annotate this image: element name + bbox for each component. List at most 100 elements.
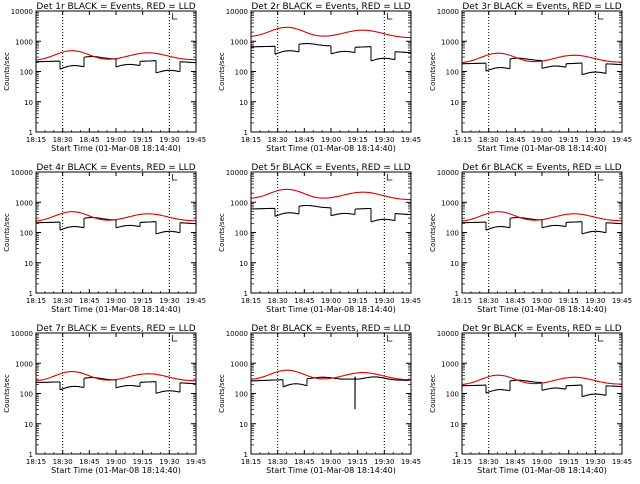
x-tick-label: 18:45	[294, 136, 314, 144]
events-series-line	[275, 213, 299, 217]
y-tick-label: 100	[235, 391, 248, 399]
marker-label-glyph	[172, 13, 177, 19]
panel-det-4r: Det 4r BLACK = Events, RED = LLDCounts/s…	[3, 163, 206, 314]
y-tick-label: 100	[20, 69, 33, 77]
y-tick-label: 1000	[230, 360, 248, 368]
y-tick-label: 10000	[11, 8, 33, 16]
events-series-line	[371, 219, 395, 222]
x-tick-label: 19:15	[348, 458, 368, 466]
x-tick-label: 18:30	[268, 458, 288, 466]
x-axis-label: Start Time (01-Mar-08 18:14:40)	[266, 466, 396, 475]
lld-series-line	[36, 51, 196, 60]
x-tick-label: 19:45	[186, 458, 206, 466]
events-series-line	[331, 51, 355, 53]
events-series-line	[60, 66, 84, 70]
y-tick-label: 1000	[15, 360, 33, 368]
plot-frame	[462, 11, 622, 132]
y-tick-label: 10	[239, 260, 248, 268]
x-tick-label: 19:30	[159, 458, 179, 466]
x-tick-label: 18:45	[505, 458, 525, 466]
x-tick-label: 19:30	[159, 136, 179, 144]
y-tick-label: 10000	[437, 8, 459, 16]
x-tick-label: 18:15	[452, 458, 472, 466]
events-series-line	[180, 223, 196, 224]
x-tick-label: 18:15	[241, 297, 261, 305]
events-series-line	[60, 227, 84, 231]
x-tick-label: 19:45	[401, 297, 421, 305]
x-tick-label: 18:30	[268, 136, 288, 144]
x-tick-label: 19:00	[321, 458, 341, 466]
y-tick-label: 10000	[11, 330, 33, 338]
lld-series-line	[462, 212, 622, 221]
events-series-line	[140, 222, 156, 223]
y-tick-label: 1000	[15, 199, 33, 207]
panel-det-8r: Det 8r BLACK = Events, RED = LLDCounts/s…	[218, 324, 421, 475]
plot-frame	[462, 172, 622, 293]
y-tick-label: 1000	[230, 199, 248, 207]
events-series-line	[395, 214, 411, 215]
marker-label-glyph	[598, 335, 603, 341]
x-tick-label: 18:45	[505, 136, 525, 144]
x-tick-label: 19:30	[374, 458, 394, 466]
y-tick-label: 100	[235, 230, 248, 238]
y-tick-label: 10	[239, 421, 248, 429]
x-tick-label: 19:00	[532, 297, 552, 305]
x-tick-label: 18:15	[452, 297, 472, 305]
y-tick-label: 1000	[441, 38, 459, 46]
lld-series-line	[462, 375, 622, 384]
events-series-line	[251, 46, 275, 47]
y-tick-label: 10	[24, 260, 33, 268]
events-series-line	[116, 225, 140, 227]
panel-det-3r: Det 3r BLACK = Events, RED = LLDCounts/s…	[429, 2, 632, 153]
x-tick-label: 19:45	[612, 136, 632, 144]
events-series-line	[606, 386, 622, 387]
x-tick-label: 18:15	[241, 136, 261, 144]
marker-label-glyph	[387, 174, 392, 180]
x-tick-label: 19:45	[186, 297, 206, 305]
lld-series-line	[251, 189, 411, 199]
events-series-line	[355, 208, 371, 209]
x-tick-label: 19:15	[133, 297, 153, 305]
y-tick-label: 1000	[441, 199, 459, 207]
x-tick-label: 19:45	[186, 136, 206, 144]
x-tick-label: 19:00	[106, 136, 126, 144]
events-series-line	[156, 231, 180, 234]
x-tick-label: 18:30	[479, 136, 499, 144]
y-axis-label: Counts/sec	[429, 213, 437, 252]
panel-det-5r: Det 5r BLACK = Events, RED = LLDCounts/s…	[218, 163, 421, 314]
y-tick-label: 1000	[230, 38, 248, 46]
y-tick-label: 10000	[226, 8, 248, 16]
x-tick-label: 19:00	[106, 458, 126, 466]
lld-series-line	[462, 53, 622, 62]
events-series-line	[180, 62, 196, 63]
x-tick-label: 18:15	[452, 136, 472, 144]
events-series-line	[542, 66, 566, 68]
y-tick-label: 10000	[226, 169, 248, 177]
events-series-line	[283, 384, 307, 387]
events-series-line	[486, 68, 510, 72]
events-series-line	[462, 385, 486, 386]
y-tick-label: 10	[450, 260, 459, 268]
y-tick-label: 10000	[226, 330, 248, 338]
events-series-line	[116, 386, 140, 388]
panel-det-7r: Det 7r BLACK = Events, RED = LLDCounts/s…	[3, 324, 206, 475]
y-tick-label: 100	[235, 69, 248, 77]
x-tick-label: 19:00	[532, 136, 552, 144]
x-tick-label: 18:30	[53, 458, 73, 466]
x-tick-label: 18:45	[505, 297, 525, 305]
lld-series-line	[251, 27, 411, 37]
x-tick-label: 18:45	[294, 297, 314, 305]
marker-label-glyph	[387, 13, 392, 19]
x-tick-label: 18:45	[294, 458, 314, 466]
events-series-line	[582, 231, 606, 234]
events-series-line	[299, 206, 331, 208]
events-series-line	[251, 208, 275, 209]
y-tick-label: 100	[20, 230, 33, 238]
lld-series-line	[36, 212, 196, 221]
x-tick-label: 19:00	[106, 297, 126, 305]
marker-label-glyph	[598, 13, 603, 19]
x-tick-label: 19:15	[559, 458, 579, 466]
events-series-line	[542, 388, 566, 390]
